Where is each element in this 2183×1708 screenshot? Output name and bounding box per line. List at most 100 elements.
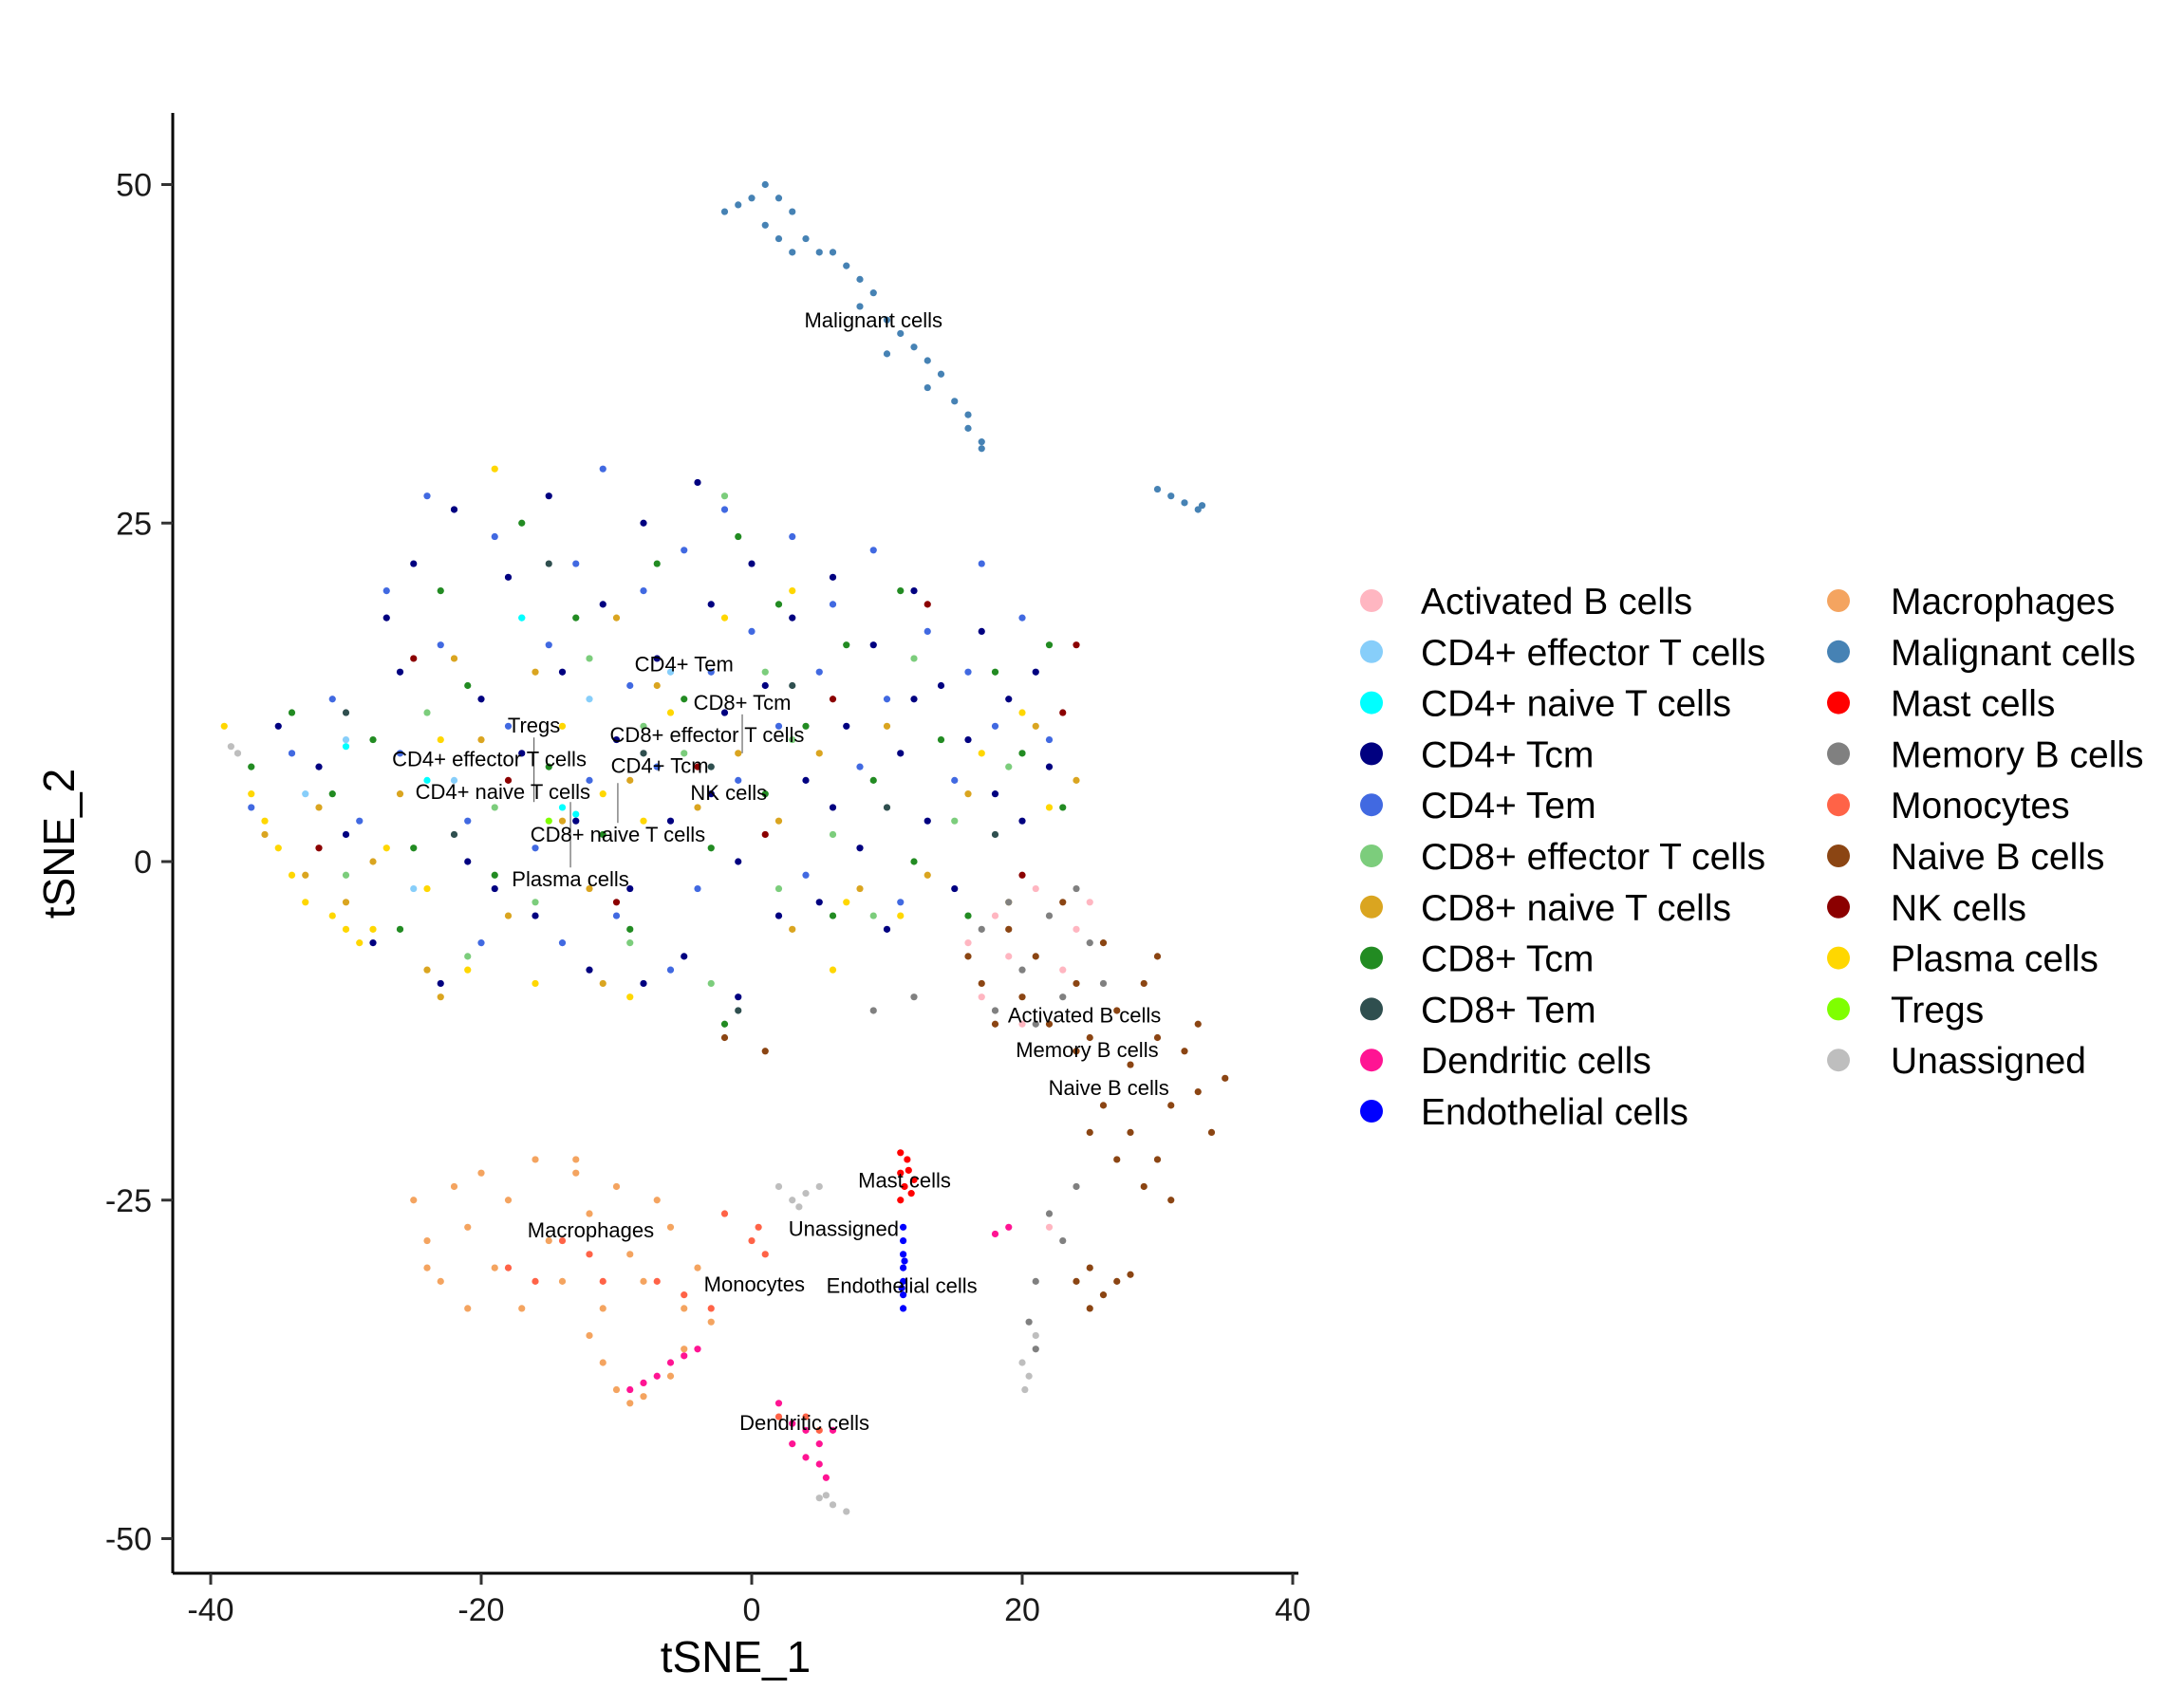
point-mast-cells (897, 1197, 905, 1204)
point-dendritic-cells (991, 1230, 999, 1238)
point-cd8-naive-t-cells (437, 993, 444, 1001)
point-cd8-effector-t-cells (532, 899, 539, 906)
point-cd8-naive-t-cells (1032, 722, 1039, 730)
point-macrophages (477, 1169, 485, 1177)
point-cd4-tcm (964, 735, 972, 744)
point-cd4-effector-t-cells (342, 735, 350, 744)
point-cd8-tcm (491, 871, 498, 879)
point-memory-b-cells (1032, 1346, 1039, 1353)
point-endothelial-cells (900, 1251, 907, 1258)
point-unassigned (843, 1508, 850, 1515)
point-monocytes (586, 1251, 593, 1258)
point-cd8-tcm (653, 560, 661, 567)
point-cd4-tem (477, 939, 485, 947)
point-memory-b-cells (1032, 1277, 1039, 1285)
point-cd4-tcm (532, 912, 539, 919)
point-cd4-tem (545, 641, 552, 649)
point-cd4-tcm (829, 804, 837, 811)
point-tregs (545, 817, 552, 825)
legend-key-dot (1360, 589, 1383, 612)
legend-key-dot (1360, 946, 1383, 970)
legend-item: Activated B cells (1360, 582, 1692, 622)
point-cd4-tcm (1045, 763, 1054, 770)
point-cd8-tcm (572, 614, 580, 622)
point-macrophages (423, 1264, 431, 1272)
legend-key-dot (1360, 997, 1383, 1021)
point-cd4-tcm (978, 627, 985, 636)
point-cd4-tem (640, 587, 647, 595)
point-cd4-tem (423, 492, 431, 500)
point-macrophages (653, 1197, 661, 1204)
point-cd4-effector-t-cells (586, 696, 593, 703)
legend-label: Endothelial cells (1421, 1092, 1689, 1133)
cluster-label: CD8+ Tcm (694, 691, 792, 715)
legend-item: Plasma cells (1827, 939, 2099, 980)
point-monocytes (653, 1277, 661, 1285)
point-cd4-tcm (558, 668, 567, 676)
legend-label: Monocytes (1891, 786, 2070, 826)
legend-label: Activated B cells (1421, 582, 1692, 622)
point-cd8-tcm (328, 790, 336, 798)
point-naive-b-cells (1153, 1033, 1162, 1042)
point-macrophages (572, 1169, 580, 1177)
point-malignant-cells (774, 195, 783, 202)
point-cd8-effector-t-cells (586, 655, 593, 662)
point-nk-cells (1018, 871, 1026, 879)
point-memory-b-cells (1059, 993, 1067, 1001)
point-memory-b-cells (1018, 966, 1026, 974)
legend-item: Unassigned (1827, 1041, 2086, 1082)
point-monocytes (504, 1264, 513, 1272)
point-cd8-naive-t-cells (261, 830, 269, 839)
point-memory-b-cells (869, 1007, 877, 1014)
point-plasma-cells (261, 817, 269, 825)
point-naive-b-cells (1099, 1102, 1108, 1109)
point-memory-b-cells (991, 1007, 999, 1014)
point-cd8-naive-t-cells (532, 668, 539, 676)
point-malignant-cells (951, 398, 959, 405)
point-cd8-tcm (1059, 804, 1067, 811)
point-cd8-tcm (843, 641, 850, 649)
point-cd4-tcm (735, 858, 742, 865)
legend-item: CD4+ naive T cells (1360, 684, 1731, 725)
point-plasma-cells (829, 966, 837, 974)
point-macrophages (640, 1277, 647, 1285)
point-cd8-tcm (897, 587, 905, 595)
point-cd4-tcm (315, 763, 323, 770)
point-cd8-effector-t-cells (342, 871, 350, 879)
legend-label: CD8+ Tem (1421, 990, 1596, 1030)
point-cd8-tem (640, 750, 647, 757)
point-plasma-cells (532, 979, 539, 988)
point-macrophages (707, 1318, 715, 1326)
point-unassigned (774, 1182, 783, 1191)
point-naive-b-cells (1113, 1156, 1121, 1163)
point-macrophages (681, 1305, 688, 1312)
point-cd4-tcm (1032, 668, 1039, 676)
point-activated-b-cells (1073, 925, 1080, 933)
x-axis-title: tSNE_1 (661, 1632, 812, 1681)
point-cd4-naive-t-cells (342, 743, 350, 751)
point-cd8-tem (342, 709, 350, 716)
point-malignant-cells (883, 316, 891, 324)
point-cd4-tem (464, 817, 472, 825)
point-malignant-cells (789, 249, 796, 256)
point-memory-b-cells (1059, 1236, 1067, 1245)
legend-item: CD8+ Tcm (1360, 939, 1594, 980)
point-cd8-effector-t-cells (761, 668, 769, 676)
point-mast-cells (901, 1182, 908, 1191)
point-cd8-effector-t-cells (910, 655, 918, 662)
point-cd4-tcm (626, 884, 634, 893)
y-tick-label: -50 (105, 1522, 152, 1558)
point-cd8-naive-t-cells (653, 681, 661, 690)
point-naive-b-cells (1032, 953, 1039, 960)
point-endothelial-cells (900, 1264, 907, 1272)
point-nk-cells (315, 845, 323, 852)
point-memory-b-cells (1073, 884, 1080, 893)
point-cd4-tcm (410, 560, 418, 567)
point-malignant-cells (1181, 499, 1188, 507)
point-malignant-cells (897, 329, 905, 338)
legend-key-dot (1360, 691, 1383, 715)
legend-label: Naive B cells (1891, 837, 2104, 878)
point-cd4-tcm (666, 817, 675, 825)
point-malignant-cells (720, 208, 729, 215)
point-cd8-naive-t-cells (789, 925, 796, 933)
